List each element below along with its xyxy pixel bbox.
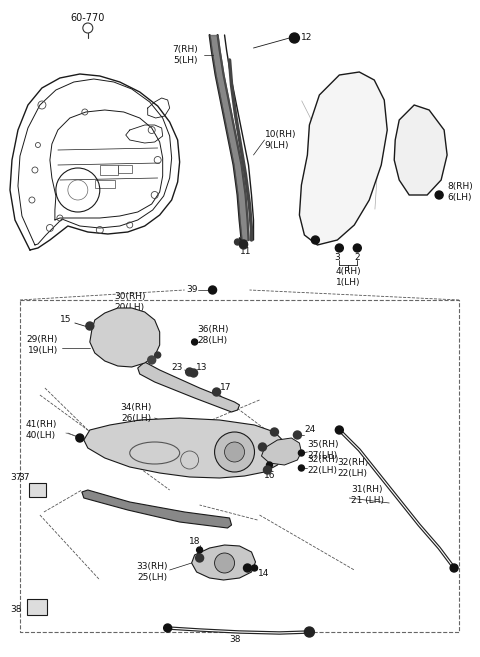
Circle shape xyxy=(293,431,301,439)
Text: 8(RH)
6(LH): 8(RH) 6(LH) xyxy=(447,182,473,202)
Circle shape xyxy=(225,442,244,462)
Circle shape xyxy=(252,565,257,571)
Circle shape xyxy=(76,434,84,442)
Text: 3: 3 xyxy=(335,254,340,263)
Circle shape xyxy=(299,465,304,471)
Circle shape xyxy=(289,33,300,43)
Text: 2: 2 xyxy=(354,254,360,263)
Text: 41(RH)
40(LH): 41(RH) 40(LH) xyxy=(26,420,57,440)
Circle shape xyxy=(304,627,314,637)
Text: 29(RH)
19(LH): 29(RH) 19(LH) xyxy=(26,335,58,355)
Circle shape xyxy=(336,426,343,434)
Text: 17: 17 xyxy=(219,384,231,392)
Circle shape xyxy=(243,564,252,572)
Text: 16: 16 xyxy=(264,470,275,480)
Polygon shape xyxy=(262,438,301,465)
Circle shape xyxy=(270,428,278,436)
Circle shape xyxy=(235,239,240,245)
Circle shape xyxy=(155,352,161,358)
Text: 39: 39 xyxy=(186,286,198,294)
Circle shape xyxy=(190,369,198,377)
Text: 33(RH)
25(LH): 33(RH) 25(LH) xyxy=(136,562,168,581)
Circle shape xyxy=(209,286,216,294)
Circle shape xyxy=(266,462,273,468)
Text: 13: 13 xyxy=(196,363,207,373)
Text: 23: 23 xyxy=(171,363,182,373)
Text: 12: 12 xyxy=(301,34,313,43)
Text: 34(RH)
26(LH): 34(RH) 26(LH) xyxy=(120,403,152,422)
Text: 38: 38 xyxy=(229,635,240,645)
Bar xyxy=(118,165,132,173)
Text: 31(RH)
21 (LH): 31(RH) 21 (LH) xyxy=(351,486,384,505)
Text: 60-770: 60-770 xyxy=(71,13,105,23)
Circle shape xyxy=(213,388,221,396)
Polygon shape xyxy=(90,308,160,367)
Circle shape xyxy=(186,368,193,376)
Polygon shape xyxy=(300,72,387,245)
Text: 24: 24 xyxy=(304,426,316,434)
Text: 37: 37 xyxy=(18,474,30,482)
Polygon shape xyxy=(82,490,231,528)
Circle shape xyxy=(192,339,198,345)
Text: 30(RH)
20(LH): 30(RH) 20(LH) xyxy=(114,292,145,311)
Circle shape xyxy=(450,564,458,572)
Polygon shape xyxy=(394,105,447,195)
FancyBboxPatch shape xyxy=(29,483,46,497)
Circle shape xyxy=(240,241,248,249)
Circle shape xyxy=(148,356,156,364)
Circle shape xyxy=(435,191,443,199)
Circle shape xyxy=(312,236,319,244)
Circle shape xyxy=(164,624,172,632)
Bar xyxy=(95,180,115,188)
Polygon shape xyxy=(84,418,285,478)
Text: 4(RH)
1(LH): 4(RH) 1(LH) xyxy=(336,267,361,286)
Circle shape xyxy=(336,244,343,252)
Circle shape xyxy=(240,240,248,248)
Polygon shape xyxy=(192,545,255,580)
Text: 32(RH)
22(LH): 32(RH) 22(LH) xyxy=(307,455,339,475)
Text: 14: 14 xyxy=(257,568,269,578)
Circle shape xyxy=(215,553,235,573)
Circle shape xyxy=(86,322,94,330)
Circle shape xyxy=(353,244,361,252)
Text: 11: 11 xyxy=(240,248,251,256)
Circle shape xyxy=(264,466,272,474)
Text: 37: 37 xyxy=(11,474,22,482)
Text: 38: 38 xyxy=(11,606,22,614)
Circle shape xyxy=(196,554,204,562)
FancyBboxPatch shape xyxy=(27,599,47,615)
Circle shape xyxy=(215,432,254,472)
Text: 7(RH)
5(LH): 7(RH) 5(LH) xyxy=(172,45,198,64)
Text: 10(RH)
9(LH): 10(RH) 9(LH) xyxy=(264,130,296,150)
Text: 18: 18 xyxy=(189,537,200,547)
Circle shape xyxy=(197,547,203,553)
Bar xyxy=(100,165,118,175)
Polygon shape xyxy=(138,362,240,412)
Text: 36(RH)
28(LH): 36(RH) 28(LH) xyxy=(198,325,229,345)
Circle shape xyxy=(259,443,266,451)
Text: 15: 15 xyxy=(60,315,72,325)
Text: 35(RH)
27(LH): 35(RH) 27(LH) xyxy=(307,440,339,460)
Circle shape xyxy=(299,450,304,456)
Text: 32(RH)
22(LH): 32(RH) 22(LH) xyxy=(337,459,369,478)
